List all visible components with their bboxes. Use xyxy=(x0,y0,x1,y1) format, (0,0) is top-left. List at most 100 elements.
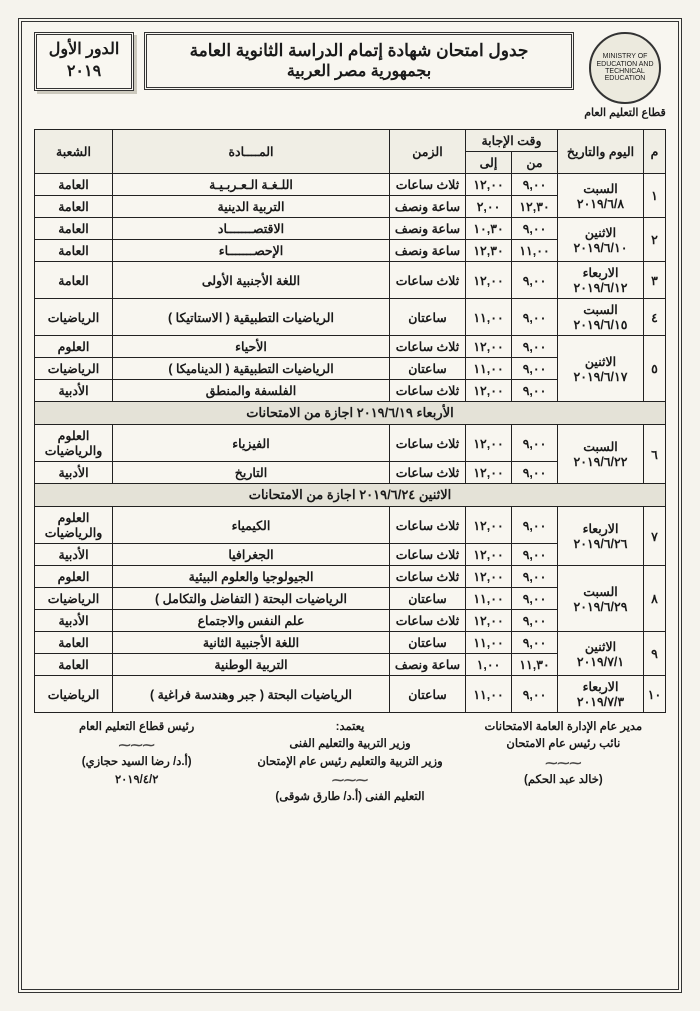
cell-to: ١١,٠٠ xyxy=(466,588,512,610)
cell-to: ١٢,٣٠ xyxy=(466,240,512,262)
sector-head-name: (أ.د/ رضا السيد حجازي) xyxy=(34,754,239,771)
cell-to: ١١,٠٠ xyxy=(466,676,512,713)
minister-line2: وزير التربية والتعليم رئيس عام الإمتحان xyxy=(247,754,452,771)
row-date: الاثنين٢٠١٩/٦/١٧ xyxy=(558,336,644,402)
row-number: ٣ xyxy=(644,262,666,299)
cell-track: العامة xyxy=(35,240,113,262)
cell-track: الأدبية xyxy=(35,544,113,566)
seal-ring-text: MINISTRY OF EDUCATION AND TECHNICAL EDUC… xyxy=(595,53,655,82)
round-line-1: الدور الأول xyxy=(39,39,129,61)
cell-duration: ثلاث ساعات xyxy=(390,336,466,358)
cell-subject: الكيمياء xyxy=(113,507,390,544)
cell-from: ٩,٠٠ xyxy=(512,462,558,484)
cell-subject: الرياضيات التطبيقية ( الاستاتيكا ) xyxy=(113,299,390,336)
cell-to: ١٢,٠٠ xyxy=(466,610,512,632)
cell-to: ١٠,٣٠ xyxy=(466,218,512,240)
document-page: MINISTRY OF EDUCATION AND TECHNICAL EDUC… xyxy=(18,18,682,993)
cell-duration: ثلاث ساعات xyxy=(390,425,466,462)
cell-from: ٩,٠٠ xyxy=(512,425,558,462)
row-number: ٩ xyxy=(644,632,666,676)
cell-subject: علم النفس والاجتماع xyxy=(113,610,390,632)
table-row: ٦السبت٢٠١٩/٦/٢٢٩,٠٠١٢,٠٠ثلاث ساعاتالفيزي… xyxy=(35,425,666,462)
cell-track: العامة xyxy=(35,654,113,676)
cell-subject: اللغة الأجنبية الثانية xyxy=(113,632,390,654)
sector-head-title: رئيس قطاع التعليم العام xyxy=(34,719,239,736)
cell-to: ١,٠٠ xyxy=(466,654,512,676)
footer-left: رئيس قطاع التعليم العام ⁓⁓⁓ (أ.د/ رضا ال… xyxy=(34,719,239,806)
table-row: ١السبت٢٠١٩/٦/٨٩,٠٠١٢,٠٠ثلاث ساعاتاللـغـة… xyxy=(35,174,666,196)
cell-duration: ثلاث ساعات xyxy=(390,262,466,299)
table-row: ٤السبت٢٠١٩/٦/١٥٩,٠٠١١,٠٠ساعتانالرياضيات … xyxy=(35,299,666,336)
table-row: ٣الاربعاء٢٠١٩/٦/١٢٩,٠٠١٢,٠٠ثلاث ساعاتالل… xyxy=(35,262,666,299)
cell-from: ٩,٠٠ xyxy=(512,632,558,654)
cell-to: ١٢,٠٠ xyxy=(466,425,512,462)
row-number: ١ xyxy=(644,174,666,218)
cell-track: العامة xyxy=(35,174,113,196)
logo-column: MINISTRY OF EDUCATION AND TECHNICAL EDUC… xyxy=(584,32,666,119)
cell-track: الرياضيات xyxy=(35,299,113,336)
cell-track: الأدبية xyxy=(35,462,113,484)
row-number: ٥ xyxy=(644,336,666,402)
row-number: ٢ xyxy=(644,218,666,262)
cell-subject: الرياضيات البحتة ( التفاضل والتكامل ) xyxy=(113,588,390,610)
dir-gen-name: (خالد عبد الحكم) xyxy=(461,772,666,789)
col-duration: الزمن xyxy=(390,130,466,174)
cell-from: ٩,٠٠ xyxy=(512,588,558,610)
cell-from: ٩,٠٠ xyxy=(512,299,558,336)
cell-duration: ساعة ونصف xyxy=(390,654,466,676)
cell-duration: ساعتان xyxy=(390,588,466,610)
cell-subject: التاريخ xyxy=(113,462,390,484)
cell-duration: ثلاث ساعات xyxy=(390,507,466,544)
cell-from: ٩,٠٠ xyxy=(512,174,558,196)
cell-duration: ساعتان xyxy=(390,299,466,336)
table-row: ٩الاثنين٢٠١٩/٧/١٩,٠٠١١,٠٠ساعتاناللغة الأ… xyxy=(35,632,666,654)
cell-track: العلوم والرياضيات xyxy=(35,507,113,544)
cell-duration: ساعة ونصف xyxy=(390,196,466,218)
cell-from: ١١,٠٠ xyxy=(512,240,558,262)
dir-gen-title: مدير عام الإدارة العامة الامتحانات xyxy=(461,719,666,736)
table-row: ٥الاثنين٢٠١٩/٦/١٧٩,٠٠١٢,٠٠ثلاث ساعاتالأح… xyxy=(35,336,666,358)
row-number: ٦ xyxy=(644,425,666,484)
row-date: السبت٢٠١٩/٦/٢٢ xyxy=(558,425,644,484)
cell-track: العامة xyxy=(35,262,113,299)
cell-duration: ثلاث ساعات xyxy=(390,462,466,484)
table-row: ٧الاربعاء٢٠١٩/٦/٢٦٩,٠٠١٢,٠٠ثلاث ساعاتالك… xyxy=(35,507,666,544)
cell-subject: الفيزياء xyxy=(113,425,390,462)
round-box: الدور الأول ٢٠١٩ xyxy=(34,32,134,91)
footer-center: يعتمد: وزير التربية والتعليم الفنى وزير … xyxy=(247,719,452,806)
ministry-seal-icon: MINISTRY OF EDUCATION AND TECHNICAL EDUC… xyxy=(589,32,661,104)
cell-from: ٩,٠٠ xyxy=(512,336,558,358)
approve-label: يعتمد: xyxy=(247,719,452,736)
cell-track: العلوم xyxy=(35,566,113,588)
cell-track: الأدبية xyxy=(35,380,113,402)
cell-from: ٩,٠٠ xyxy=(512,507,558,544)
table-row: ٢الاثنين٢٠١٩/٦/١٠٩,٠٠١٠,٣٠ساعة ونصفالاقت… xyxy=(35,218,666,240)
cell-to: ١٢,٠٠ xyxy=(466,380,512,402)
minister-name: التعليم الفنى (أ.د/ طارق شوقى) xyxy=(247,789,452,806)
title-line-2: بجمهورية مصر العربية xyxy=(153,61,565,81)
cell-to: ١٢,٠٠ xyxy=(466,174,512,196)
cell-duration: ساعتان xyxy=(390,358,466,380)
cell-subject: الإحصـــــــاء xyxy=(113,240,390,262)
signature-icon: ⁓⁓⁓ xyxy=(34,736,239,754)
cell-to: ١٢,٠٠ xyxy=(466,462,512,484)
cell-subject: التربية الدينية xyxy=(113,196,390,218)
vice-pres-title: نائب رئيس عام الامتحان xyxy=(461,736,666,753)
cell-track: العلوم والرياضيات xyxy=(35,425,113,462)
cell-duration: ساعتان xyxy=(390,632,466,654)
signature-icon: ⁓⁓⁓ xyxy=(461,754,666,772)
cell-subject: الرياضيات التطبيقية ( الديناميكا ) xyxy=(113,358,390,380)
cell-to: ١٢,٠٠ xyxy=(466,336,512,358)
row-number: ٤ xyxy=(644,299,666,336)
row-date: السبت٢٠١٩/٦/٢٩ xyxy=(558,566,644,632)
cell-from: ٩,٠٠ xyxy=(512,380,558,402)
cell-from: ١٢,٣٠ xyxy=(512,196,558,218)
holiday-row: الاثنين ٢٠١٩/٦/٢٤ اجازة من الامتحانات xyxy=(35,484,666,507)
cell-subject: الرياضيات البحتة ( جبر وهندسة فراغية ) xyxy=(113,676,390,713)
row-date: الاربعاء٢٠١٩/٦/٢٦ xyxy=(558,507,644,566)
row-date: الاثنين٢٠١٩/٧/١ xyxy=(558,632,644,676)
cell-subject: التربية الوطنية xyxy=(113,654,390,676)
cell-track: الأدبية xyxy=(35,610,113,632)
signature-icon: ⁓⁓⁓ xyxy=(247,771,452,789)
cell-from: ٩,٠٠ xyxy=(512,610,558,632)
